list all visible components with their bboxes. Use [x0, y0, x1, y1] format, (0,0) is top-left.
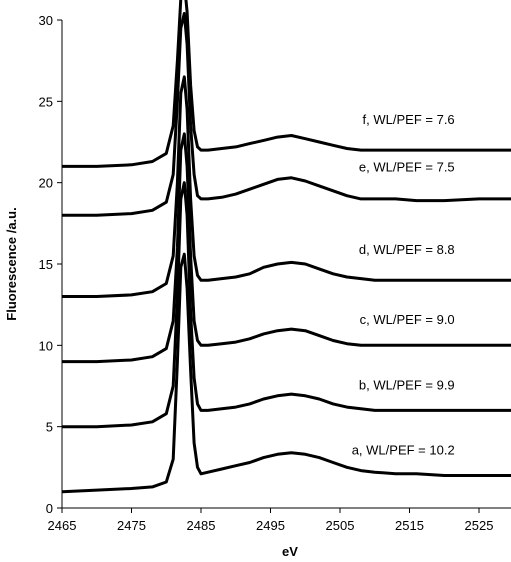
series-label-a: a, WL/PEF = 10.2: [352, 442, 455, 457]
y-tick-label: 5: [46, 420, 53, 435]
series-line-a: [62, 252, 511, 494]
series-label-e: e, WL/PEF = 7.5: [359, 159, 455, 174]
x-axis-title: eV: [282, 544, 298, 559]
series-label-d: d, WL/PEF = 8.8: [359, 242, 455, 257]
x-tick-label: 2465: [48, 518, 77, 533]
y-tick-label: 20: [39, 176, 53, 191]
series-line-b: [62, 181, 511, 429]
x-tick-label: 2525: [465, 518, 494, 533]
y-axis-title: Fluorescence /a.u.: [4, 207, 19, 320]
series-label-b: b, WL/PEF = 9.9: [359, 377, 455, 392]
y-tick-label: 0: [46, 501, 53, 516]
series-label-f: f, WL/PEF = 7.6: [363, 112, 455, 127]
x-tick-label: 2495: [256, 518, 285, 533]
x-tick-label: 2475: [117, 518, 146, 533]
series-line-c: [62, 132, 511, 364]
series-line-f: [62, 0, 511, 168]
y-tick-label: 30: [39, 13, 53, 28]
x-tick-label: 2515: [395, 518, 424, 533]
series-line-e: [62, 12, 511, 217]
y-tick-label: 15: [39, 257, 53, 272]
axis-ticks: 0 5 10 15 20 25 30 2465 2475 2485 2495 2505 2515 2525: [39, 13, 494, 533]
series-labels: a, WL/PEF = 10.2 b, WL/PEF = 9.9 c, WL/PEF…: [352, 112, 455, 457]
x-tick-label: 2505: [326, 518, 355, 533]
y-tick-label: 10: [39, 338, 53, 353]
series-line-d: [62, 75, 511, 298]
x-tick-label: 2485: [187, 518, 216, 533]
series-lines: [62, 0, 511, 494]
y-tick-label: 25: [39, 94, 53, 109]
series-label-c: c, WL/PEF = 9.0: [360, 312, 455, 327]
